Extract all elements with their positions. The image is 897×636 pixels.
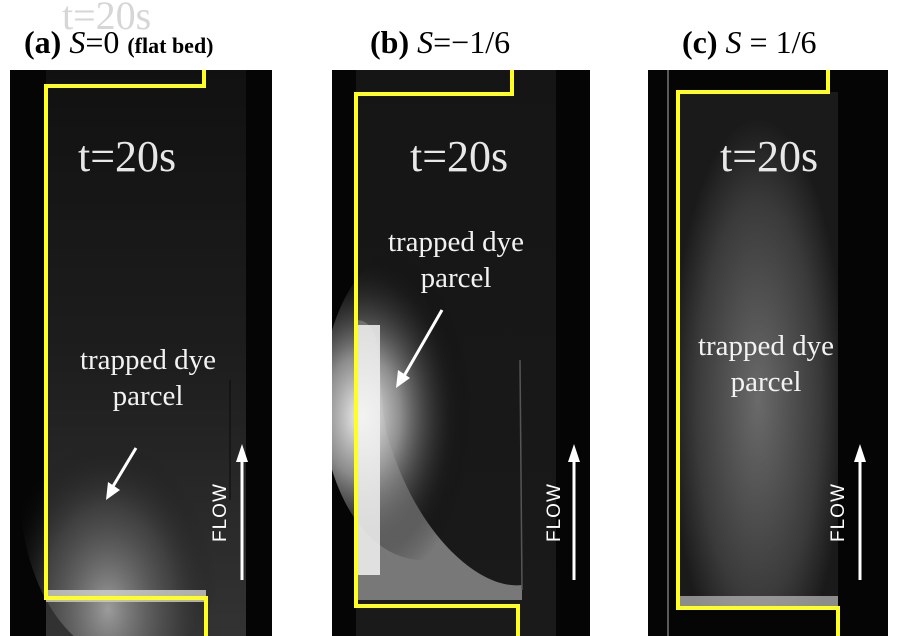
time-label-c: t=20s: [720, 132, 819, 181]
dye-label-a-line2: parcel: [112, 380, 184, 412]
dye-label-c-line1: trapped dye: [697, 330, 835, 362]
symbol-a: S: [69, 24, 86, 60]
dye-label-b-line2: parcel: [420, 262, 492, 294]
note-a: (flat bed): [127, 33, 214, 58]
panel-a-image: [20, 70, 248, 636]
overlay-time-label: t=20s: [62, 0, 152, 38]
panel-c-image: [667, 70, 866, 636]
time-label-a: t=20s: [78, 132, 177, 181]
dye-label-c-line2: parcel: [730, 366, 802, 398]
panel-label-b: (b): [370, 24, 410, 60]
symbol-b: S: [417, 24, 434, 60]
panel-label-a: (a): [24, 24, 62, 60]
flow-label-a: FLOW: [210, 483, 231, 542]
caption-c: (c) S = 1/6: [682, 20, 816, 64]
time-label-b: t=20s: [410, 132, 509, 181]
caption-b: (b) S=−1/6: [370, 20, 510, 64]
dye-label-a: trapped dye parcel: [68, 342, 228, 414]
relation-a: =0: [85, 24, 120, 60]
panel-label-c: (c): [682, 24, 718, 60]
caption-a: (a) S=0 (flat bed): [24, 20, 214, 64]
panel-b-photo: t=20s trapped dye parcel FLOW: [332, 70, 590, 636]
relation-c: = 1/6: [741, 24, 817, 60]
panel-a-photo: t=20s trapped dye parcel FLOW: [10, 70, 272, 636]
dye-label-b-line1: trapped dye: [387, 226, 525, 258]
dye-label-c: trapped dye parcel: [686, 328, 846, 400]
symbol-c: S: [725, 24, 742, 60]
panel-b-image: [332, 70, 580, 636]
dye-label-b: trapped dye parcel: [376, 224, 536, 296]
relation-b: =−1/6: [433, 24, 511, 60]
flow-label-c: FLOW: [828, 483, 849, 542]
flow-label-b: FLOW: [544, 483, 565, 542]
dye-label-a-line1: trapped dye: [79, 344, 217, 376]
panel-c-photo: t=20s trapped dye parcel FLOW: [648, 70, 888, 636]
